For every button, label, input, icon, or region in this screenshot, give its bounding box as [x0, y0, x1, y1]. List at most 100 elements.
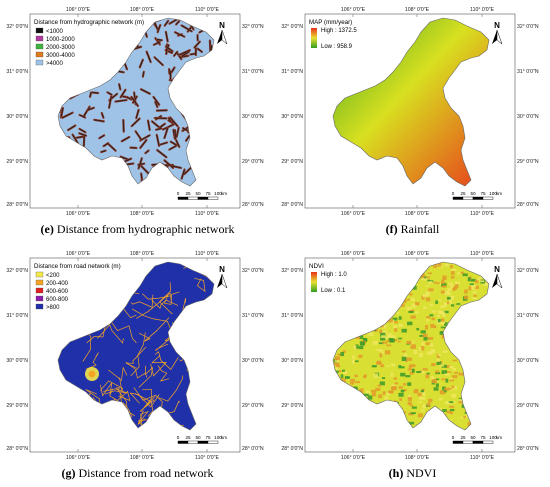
figure-caption: (f) Rainfall [275, 222, 550, 237]
svg-text:75: 75 [480, 435, 486, 440]
legend-item-label: 3000-4000 [46, 53, 75, 59]
svg-text:km: km [496, 435, 502, 440]
axis-label-top: 110° 0′0″E [195, 251, 219, 257]
axis-label-right: 30° 0′0″N [517, 114, 539, 120]
svg-text:50: 50 [195, 435, 201, 440]
legend-item-label: <200 [46, 273, 60, 279]
figure-caption: (e) Distance from hydrographic network [0, 222, 275, 237]
axis-label-right: 31° 0′0″N [517, 313, 539, 319]
axis-label-left: 31° 0′0″N [281, 313, 303, 319]
axis-label-right: 30° 0′0″N [517, 358, 539, 364]
svg-text:25: 25 [185, 191, 191, 196]
caption-letter: (h) [388, 466, 404, 480]
axis-label-left: 29° 0′0″N [6, 403, 28, 409]
axis-label-left: 30° 0′0″N [281, 114, 303, 120]
legend-swatch [35, 59, 44, 66]
axis-label-top: 110° 0′0″E [195, 7, 219, 13]
north-arrow-icon: N [217, 265, 228, 289]
axis-label-left: 30° 0′0″N [6, 358, 28, 364]
legend-item-label: >4000 [46, 61, 64, 67]
caption-text: NDVI [403, 466, 437, 480]
axis-label-left: 32° 0′0″N [6, 268, 28, 274]
legend-item-label: Low : 0.1 [321, 288, 346, 294]
legend-item-label: 600-800 [46, 297, 69, 303]
axis-label-bottom: 106° 0′0″E [341, 455, 366, 461]
svg-text:N: N [494, 265, 500, 274]
axis-label-left: 29° 0′0″N [281, 159, 303, 165]
svg-text:0: 0 [452, 191, 455, 196]
svg-text:km: km [221, 191, 227, 196]
axis-label-top: 106° 0′0″E [66, 7, 91, 13]
legend-title: Distance from hydrographic network (m) [34, 19, 144, 26]
axis-label-left: 28° 0′0″N [6, 202, 28, 208]
axis-label-right: 31° 0′0″N [242, 69, 264, 75]
axis-label-left: 28° 0′0″N [6, 446, 28, 452]
caption-letter: (g) [61, 466, 76, 480]
legend-swatch [35, 303, 44, 310]
svg-text:75: 75 [205, 435, 211, 440]
north-arrow-icon: N [217, 21, 228, 45]
svg-text:0: 0 [177, 191, 180, 196]
svg-text:50: 50 [470, 191, 476, 196]
caption-text: Rainfall [397, 222, 440, 236]
svg-text:100: 100 [489, 435, 497, 440]
axis-label-top: 108° 0′0″E [130, 251, 155, 257]
axis-label-bottom: 110° 0′0″E [195, 455, 219, 461]
axis-label-left: 28° 0′0″N [281, 446, 303, 452]
axis-label-left: 31° 0′0″N [6, 313, 28, 319]
legend-item-label: High : 1.0 [321, 272, 347, 278]
axis-label-bottom: 108° 0′0″E [405, 455, 430, 461]
map-panel-road: 106° 0′0″E 108° 0′0″E 110° 0′0″E 106° 0′0″E… [0, 244, 275, 487]
map-panel-hydrographic: 106° 0′0″E 108° 0′0″E 110° 0′0″E 106° 0′0″E… [0, 0, 275, 243]
legend-title: NDVI [309, 263, 324, 270]
axis-label-top: 108° 0′0″E [405, 251, 430, 257]
legend-item-label: <1000 [46, 29, 64, 35]
axis-label-left: 31° 0′0″N [6, 69, 28, 75]
legend-item-label: 200-400 [46, 281, 69, 287]
north-arrow-icon: N [492, 265, 503, 289]
legend-swatch [35, 279, 44, 286]
svg-text:50: 50 [470, 435, 476, 440]
axis-label-bottom: 108° 0′0″E [405, 211, 430, 217]
figure-caption: (g) Distance from road network [0, 466, 275, 481]
svg-text:25: 25 [460, 191, 466, 196]
svg-text:50: 50 [195, 191, 201, 196]
legend-title: MAP (mm/year) [309, 19, 352, 26]
legend-color-ramp [311, 28, 317, 48]
axis-label-top: 106° 0′0″E [66, 251, 91, 257]
axis-label-right: 30° 0′0″N [242, 358, 264, 364]
svg-text:25: 25 [185, 435, 191, 440]
axis-label-right: 28° 0′0″N [517, 202, 539, 208]
axis-label-right: 29° 0′0″N [517, 159, 539, 165]
axis-label-bottom: 110° 0′0″E [470, 455, 494, 461]
figure-caption: (h) NDVI [275, 466, 550, 481]
axis-label-right: 29° 0′0″N [242, 159, 264, 165]
axis-label-right: 32° 0′0″N [242, 24, 264, 30]
north-arrow-icon: N [492, 21, 503, 45]
caption-text: Distance from road network [75, 466, 214, 480]
axis-label-top: 108° 0′0″E [405, 7, 430, 13]
legend-item-label: >800 [46, 305, 60, 311]
axis-label-bottom: 108° 0′0″E [130, 211, 155, 217]
axis-label-top: 108° 0′0″E [130, 7, 155, 13]
svg-text:75: 75 [205, 191, 211, 196]
axis-label-right: 28° 0′0″N [517, 446, 539, 452]
axis-label-left: 28° 0′0″N [281, 202, 303, 208]
svg-text:0: 0 [452, 435, 455, 440]
legend-item-label: 400-600 [46, 289, 69, 295]
svg-text:N: N [494, 21, 500, 30]
axis-label-left: 32° 0′0″N [6, 24, 28, 30]
scale-bar: 0 25 50 75 100 km [177, 435, 227, 444]
axis-label-top: 110° 0′0″E [470, 7, 494, 13]
map-legend: Distance from road network (m) <200 200-40… [34, 263, 121, 311]
caption-letter: (e) [40, 222, 54, 236]
axis-label-right: 32° 0′0″N [242, 268, 264, 274]
map-legend: MAP (mm/year) High : 1372.5 Low : 958.9 [309, 19, 357, 50]
legend-swatch [35, 287, 44, 294]
axis-label-left: 31° 0′0″N [281, 69, 303, 75]
map-svg: 106° 0′0″E 108° 0′0″E 110° 0′0″E 106° 0′0″E… [6, 251, 264, 461]
svg-text:100: 100 [214, 191, 222, 196]
map-svg: 106° 0′0″E 108° 0′0″E 110° 0′0″E 106° 0′0″E… [281, 251, 539, 461]
svg-text:75: 75 [480, 191, 486, 196]
caption-text: Distance from hydrographic network [53, 222, 235, 236]
